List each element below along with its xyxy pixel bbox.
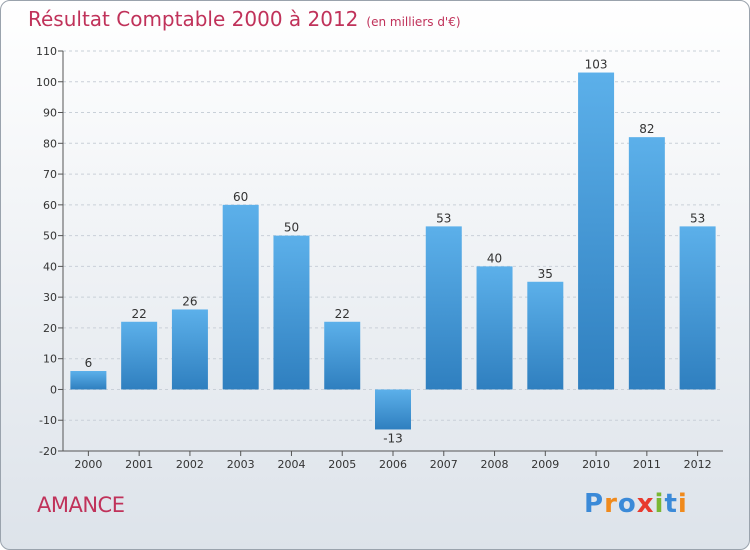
bar xyxy=(171,309,208,390)
bar xyxy=(70,371,107,390)
x-tick-label: 2006 xyxy=(379,458,407,471)
x-tick-label: 2011 xyxy=(633,458,661,471)
y-tick-label: -10 xyxy=(39,414,57,427)
y-tick-label: -20 xyxy=(39,445,57,458)
data-label: 26 xyxy=(182,294,197,308)
data-label: 35 xyxy=(538,267,553,281)
commune-name: AMANCE xyxy=(37,493,125,517)
data-label: 82 xyxy=(639,122,654,136)
y-tick-label: 30 xyxy=(43,291,57,304)
y-tick-label: 70 xyxy=(43,168,57,181)
logo-letter: t xyxy=(664,489,678,519)
data-label: 60 xyxy=(233,190,248,204)
data-label: 22 xyxy=(132,307,147,321)
bar xyxy=(222,204,259,390)
y-tick-label: 100 xyxy=(36,76,57,89)
logo-letter: P xyxy=(584,489,605,519)
bar xyxy=(679,226,716,390)
logo-letter: i xyxy=(654,489,665,519)
data-label: 50 xyxy=(284,221,299,235)
y-tick-label: 0 xyxy=(50,383,57,396)
y-tick-label: 90 xyxy=(43,107,57,120)
y-tick-label: 80 xyxy=(43,137,57,150)
data-label: 53 xyxy=(690,211,705,225)
data-label: 22 xyxy=(335,307,350,321)
x-tick-label: 2008 xyxy=(481,458,509,471)
y-tick-label: 40 xyxy=(43,260,57,273)
bar xyxy=(425,226,462,390)
bar xyxy=(527,281,564,390)
bar xyxy=(324,321,361,390)
x-tick-label: 2012 xyxy=(684,458,712,471)
data-label: 6 xyxy=(85,356,93,370)
x-tick-label: 2004 xyxy=(277,458,305,471)
bar xyxy=(375,389,411,430)
x-tick-label: 2009 xyxy=(531,458,559,471)
x-tick-label: 2010 xyxy=(582,458,610,471)
bar xyxy=(476,266,513,390)
data-label: 103 xyxy=(585,58,608,72)
proxiti-logo: Proxiti xyxy=(584,489,688,519)
logo-letter: i xyxy=(677,489,688,519)
x-tick-label: 2002 xyxy=(176,458,204,471)
data-label: -13 xyxy=(383,431,403,445)
logo-letter: r xyxy=(604,489,618,519)
bar xyxy=(273,235,310,390)
x-tick-label: 2005 xyxy=(328,458,356,471)
logo-letter: o xyxy=(617,489,637,519)
data-label: 40 xyxy=(487,251,502,265)
chart-title: Résultat Comptable 2000 à 2012 (en millie… xyxy=(28,7,461,31)
chart-subtitle: (en milliers d'€) xyxy=(366,15,461,29)
bar xyxy=(121,321,158,390)
x-tick-label: 2001 xyxy=(125,458,153,471)
logo-letter: x xyxy=(636,489,655,519)
x-tick-label: 2007 xyxy=(430,458,458,471)
x-tick-label: 2003 xyxy=(227,458,255,471)
y-tick-label: 60 xyxy=(43,199,57,212)
y-tick-label: 50 xyxy=(43,230,57,243)
data-label: 53 xyxy=(436,211,451,225)
y-tick-label: 10 xyxy=(43,353,57,366)
y-tick-label: 110 xyxy=(36,45,57,58)
x-tick-label: 2000 xyxy=(74,458,102,471)
y-tick-label: 20 xyxy=(43,322,57,335)
bar xyxy=(628,137,665,390)
bar xyxy=(578,72,615,390)
